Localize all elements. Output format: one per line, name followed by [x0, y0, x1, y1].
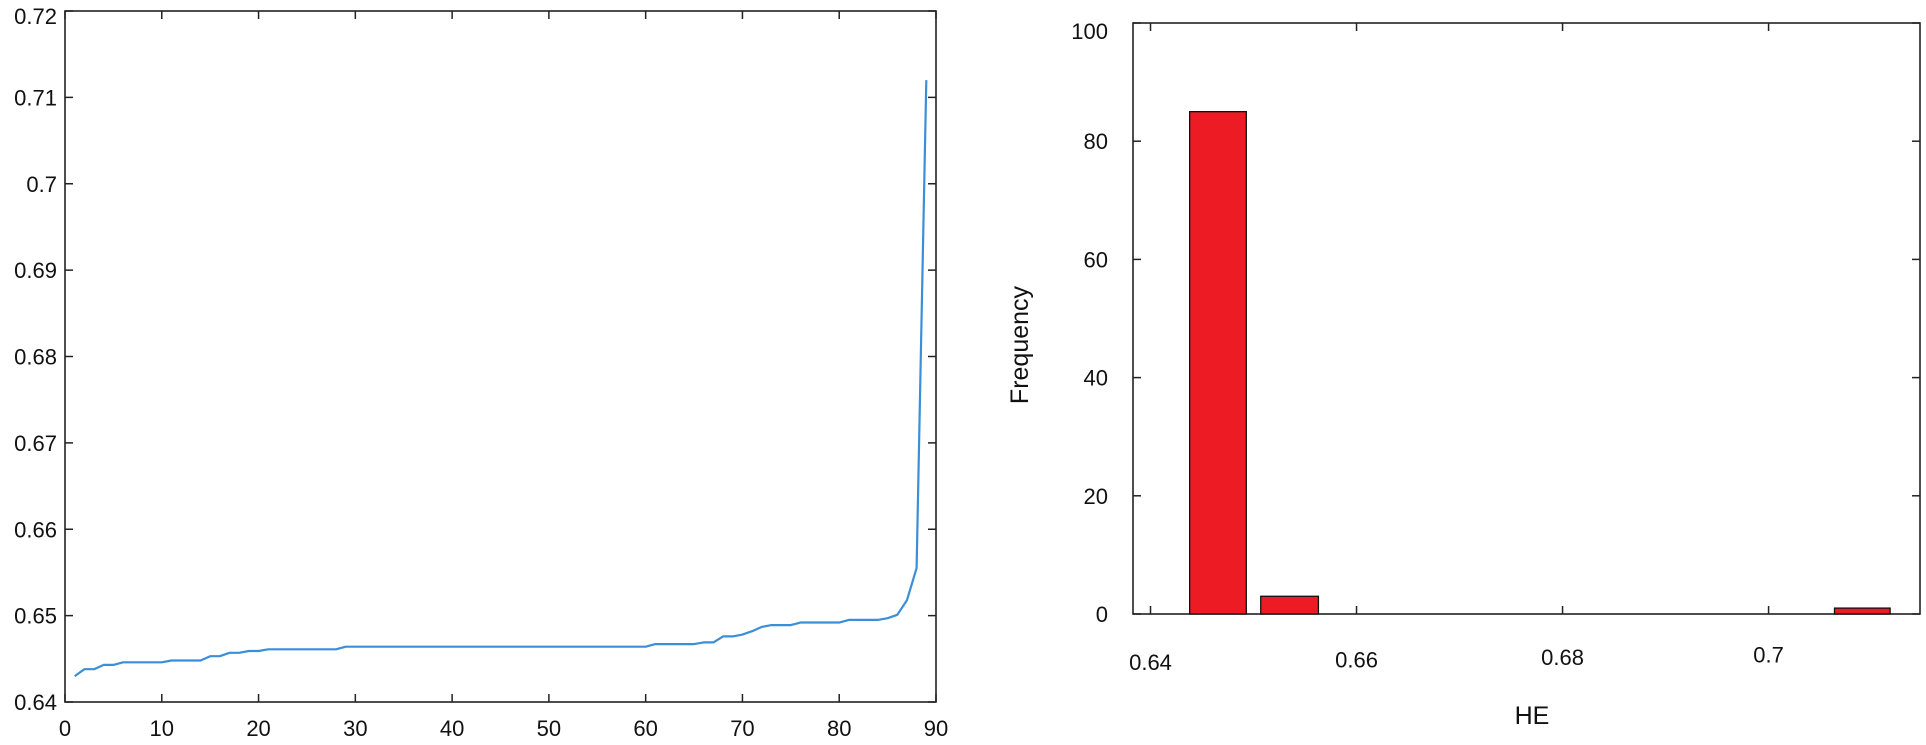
x-tick-label: 90 [924, 716, 948, 741]
x-tick-label: 60 [633, 716, 657, 741]
y-tick-label: 0.67 [14, 431, 57, 456]
y-tick-label: 100 [1071, 19, 1108, 44]
x-tick-label: 70 [730, 716, 754, 741]
x-tick-label: 0.64 [1129, 650, 1172, 675]
x-tick-label: 10 [150, 716, 174, 741]
y-tick-label: 0.71 [14, 85, 57, 110]
y-tick-label: 60 [1084, 247, 1108, 272]
y-tick-label: 0.69 [14, 258, 57, 283]
y-tick-label: 0.7 [26, 172, 57, 197]
x-tick-label: 80 [827, 716, 851, 741]
y-tick-label: 0 [1096, 602, 1108, 627]
plot-frame [1132, 22, 1921, 615]
x-axis-title: HE [1515, 702, 1550, 730]
y-tick-label: 0.65 [14, 604, 57, 629]
y-tick-label: 0.66 [14, 517, 57, 542]
y-tick-label: 20 [1084, 484, 1108, 509]
y-axis-title: Frequency [1006, 285, 1034, 404]
x-tick-label: 20 [246, 716, 270, 741]
y-tick-label: 0.68 [14, 345, 57, 370]
line-chart: 0 10 20 30 40 50 60 70 80 90 0.64 0.65 0.66 0.67 0.68 0… [14, 4, 948, 741]
histogram-bar [1189, 111, 1247, 615]
y-tick-label: 0.72 [14, 4, 57, 29]
x-tick-label: 40 [440, 716, 464, 741]
y-tick-label: 40 [1084, 366, 1108, 391]
x-tick-label: 0.7 [1753, 643, 1784, 668]
histogram-chart: 0.64 0.66 0.68 0.7 0 20 40 60 80 100 [1071, 19, 1921, 675]
y-tick-label: 80 [1084, 129, 1108, 154]
histogram-bar [1833, 607, 1891, 615]
data-line [74, 80, 928, 677]
histogram-bar [1260, 595, 1320, 615]
x-tick-label: 0.66 [1335, 648, 1378, 673]
plot-frame [64, 10, 937, 703]
y-tick-label: 0.64 [14, 690, 57, 715]
x-tick-label: 0.68 [1541, 645, 1584, 670]
x-tick-label: 50 [537, 716, 561, 741]
x-tick-label: 30 [343, 716, 367, 741]
x-tick-label: 0 [59, 716, 71, 741]
